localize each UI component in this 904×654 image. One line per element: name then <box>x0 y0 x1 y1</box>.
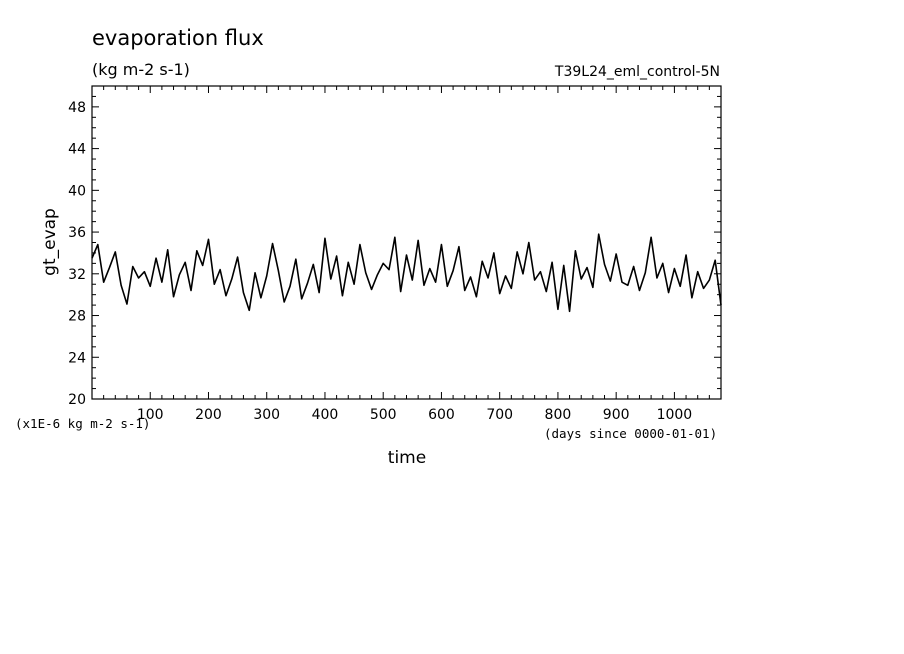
y-tick-label: 40 <box>68 183 86 199</box>
y-tick-label: 36 <box>68 225 86 241</box>
x-tick-label: 500 <box>370 407 397 423</box>
x-tick-label: 900 <box>603 407 630 423</box>
x-tick-label: 300 <box>253 407 280 423</box>
x-axis-units: (days since 0000-01-01) <box>544 426 717 441</box>
x-tick-label: 700 <box>486 407 513 423</box>
x-tick-label: 200 <box>195 407 222 423</box>
chart-title: evaporation flux <box>92 26 264 50</box>
x-tick-label: 800 <box>545 407 572 423</box>
y-axis-label: gt_evap <box>40 208 60 276</box>
series-line <box>91 233 722 313</box>
x-tick-label: 600 <box>428 407 455 423</box>
x-tick-label: 100 <box>137 407 164 423</box>
y-tick-label: 48 <box>68 100 86 116</box>
plot-frame <box>91 85 722 400</box>
y-tick-label: 28 <box>68 309 86 325</box>
plot-area: 20 24 28 32 36 40 44 48 100 200 300 400 500 600 700 80… <box>68 85 722 423</box>
y-tick-label: 20 <box>68 392 86 408</box>
y-tick-label: 32 <box>68 267 86 283</box>
y-axis-units: (x1E-6 kg m-2 s-1) <box>15 416 150 431</box>
chart-subtitle: (kg m-2 s-1) <box>92 60 190 79</box>
x-tick-label: 400 <box>312 407 339 423</box>
y-tick-label: 24 <box>68 350 86 366</box>
x-axis-label: time <box>388 448 426 468</box>
y-axis: 20 24 28 32 36 40 44 48 <box>68 85 721 408</box>
y-tick-label: 44 <box>68 142 86 158</box>
x-tick-label: 1000 <box>657 407 693 423</box>
run-label: T39L24_eml_control-5N <box>554 64 720 80</box>
x-axis: 100 200 300 400 500 600 700 800 900 1000 <box>103 86 710 423</box>
